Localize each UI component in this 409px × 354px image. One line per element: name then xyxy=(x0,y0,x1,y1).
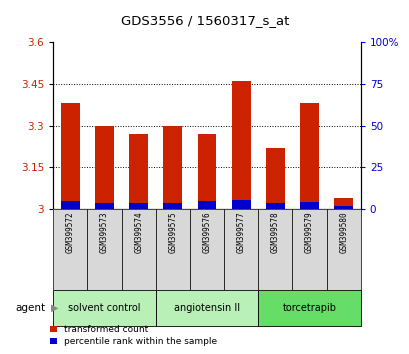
Text: GSM399575: GSM399575 xyxy=(168,211,177,253)
Bar xyxy=(189,209,224,290)
Bar xyxy=(163,126,182,209)
Bar xyxy=(299,202,318,209)
Bar xyxy=(231,200,250,209)
Bar xyxy=(231,81,250,209)
Text: GSM399580: GSM399580 xyxy=(338,211,347,253)
Bar xyxy=(333,206,352,209)
Text: GSM399572: GSM399572 xyxy=(66,211,75,253)
Bar xyxy=(95,126,114,209)
Text: GDS3556 / 1560317_s_at: GDS3556 / 1560317_s_at xyxy=(121,14,288,27)
Bar xyxy=(155,290,258,326)
Bar xyxy=(333,198,352,209)
Bar xyxy=(53,290,155,326)
Text: GSM399574: GSM399574 xyxy=(134,211,143,253)
Text: GSM399573: GSM399573 xyxy=(100,211,109,253)
Bar xyxy=(258,290,360,326)
Text: solvent control: solvent control xyxy=(68,303,140,313)
Bar xyxy=(258,209,292,290)
Bar xyxy=(224,209,258,290)
Bar xyxy=(61,201,80,209)
Text: GSM399578: GSM399578 xyxy=(270,211,279,253)
Text: GSM399579: GSM399579 xyxy=(304,211,313,253)
Bar xyxy=(197,201,216,209)
Bar xyxy=(299,103,318,209)
Bar xyxy=(121,209,155,290)
Bar xyxy=(292,209,326,290)
Text: GSM399576: GSM399576 xyxy=(202,211,211,253)
Bar xyxy=(155,209,189,290)
Bar xyxy=(197,134,216,209)
Text: GSM399577: GSM399577 xyxy=(236,211,245,253)
Bar xyxy=(61,103,80,209)
Text: ▶: ▶ xyxy=(51,303,58,313)
Bar xyxy=(95,203,114,209)
Bar xyxy=(53,209,87,290)
Legend: transformed count, percentile rank within the sample: transformed count, percentile rank withi… xyxy=(49,325,217,346)
Bar xyxy=(129,134,148,209)
Bar xyxy=(163,203,182,209)
Text: angiotensin II: angiotensin II xyxy=(173,303,240,313)
Bar xyxy=(87,209,121,290)
Bar xyxy=(129,203,148,209)
Bar xyxy=(265,148,284,209)
Bar xyxy=(326,209,360,290)
Text: agent: agent xyxy=(15,303,45,313)
Bar xyxy=(265,203,284,209)
Text: torcetrapib: torcetrapib xyxy=(282,303,336,313)
